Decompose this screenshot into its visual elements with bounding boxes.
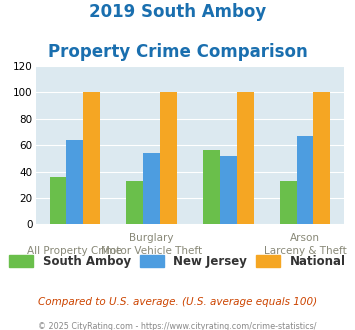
Text: Larceny & Theft: Larceny & Theft xyxy=(264,246,346,256)
Bar xyxy=(143,153,160,224)
Bar xyxy=(280,181,296,224)
Bar xyxy=(83,92,100,224)
Bar xyxy=(220,156,237,224)
Bar xyxy=(296,136,313,224)
Bar xyxy=(50,177,66,224)
Text: Property Crime Comparison: Property Crime Comparison xyxy=(48,43,307,61)
Bar xyxy=(160,92,177,224)
Text: Burglary: Burglary xyxy=(129,233,174,243)
Text: All Property Crime: All Property Crime xyxy=(27,246,122,256)
Bar xyxy=(237,92,253,224)
Text: © 2025 CityRating.com - https://www.cityrating.com/crime-statistics/: © 2025 CityRating.com - https://www.city… xyxy=(38,322,317,330)
Text: Motor Vehicle Theft: Motor Vehicle Theft xyxy=(101,246,202,256)
Text: Compared to U.S. average. (U.S. average equals 100): Compared to U.S. average. (U.S. average … xyxy=(38,297,317,307)
Bar xyxy=(313,92,330,224)
Legend: South Amboy, New Jersey, National: South Amboy, New Jersey, National xyxy=(5,250,350,273)
Bar xyxy=(203,150,220,224)
Bar xyxy=(66,140,83,224)
Text: Arson: Arson xyxy=(290,233,320,243)
Text: 2019 South Amboy: 2019 South Amboy xyxy=(89,3,266,21)
Bar xyxy=(126,181,143,224)
